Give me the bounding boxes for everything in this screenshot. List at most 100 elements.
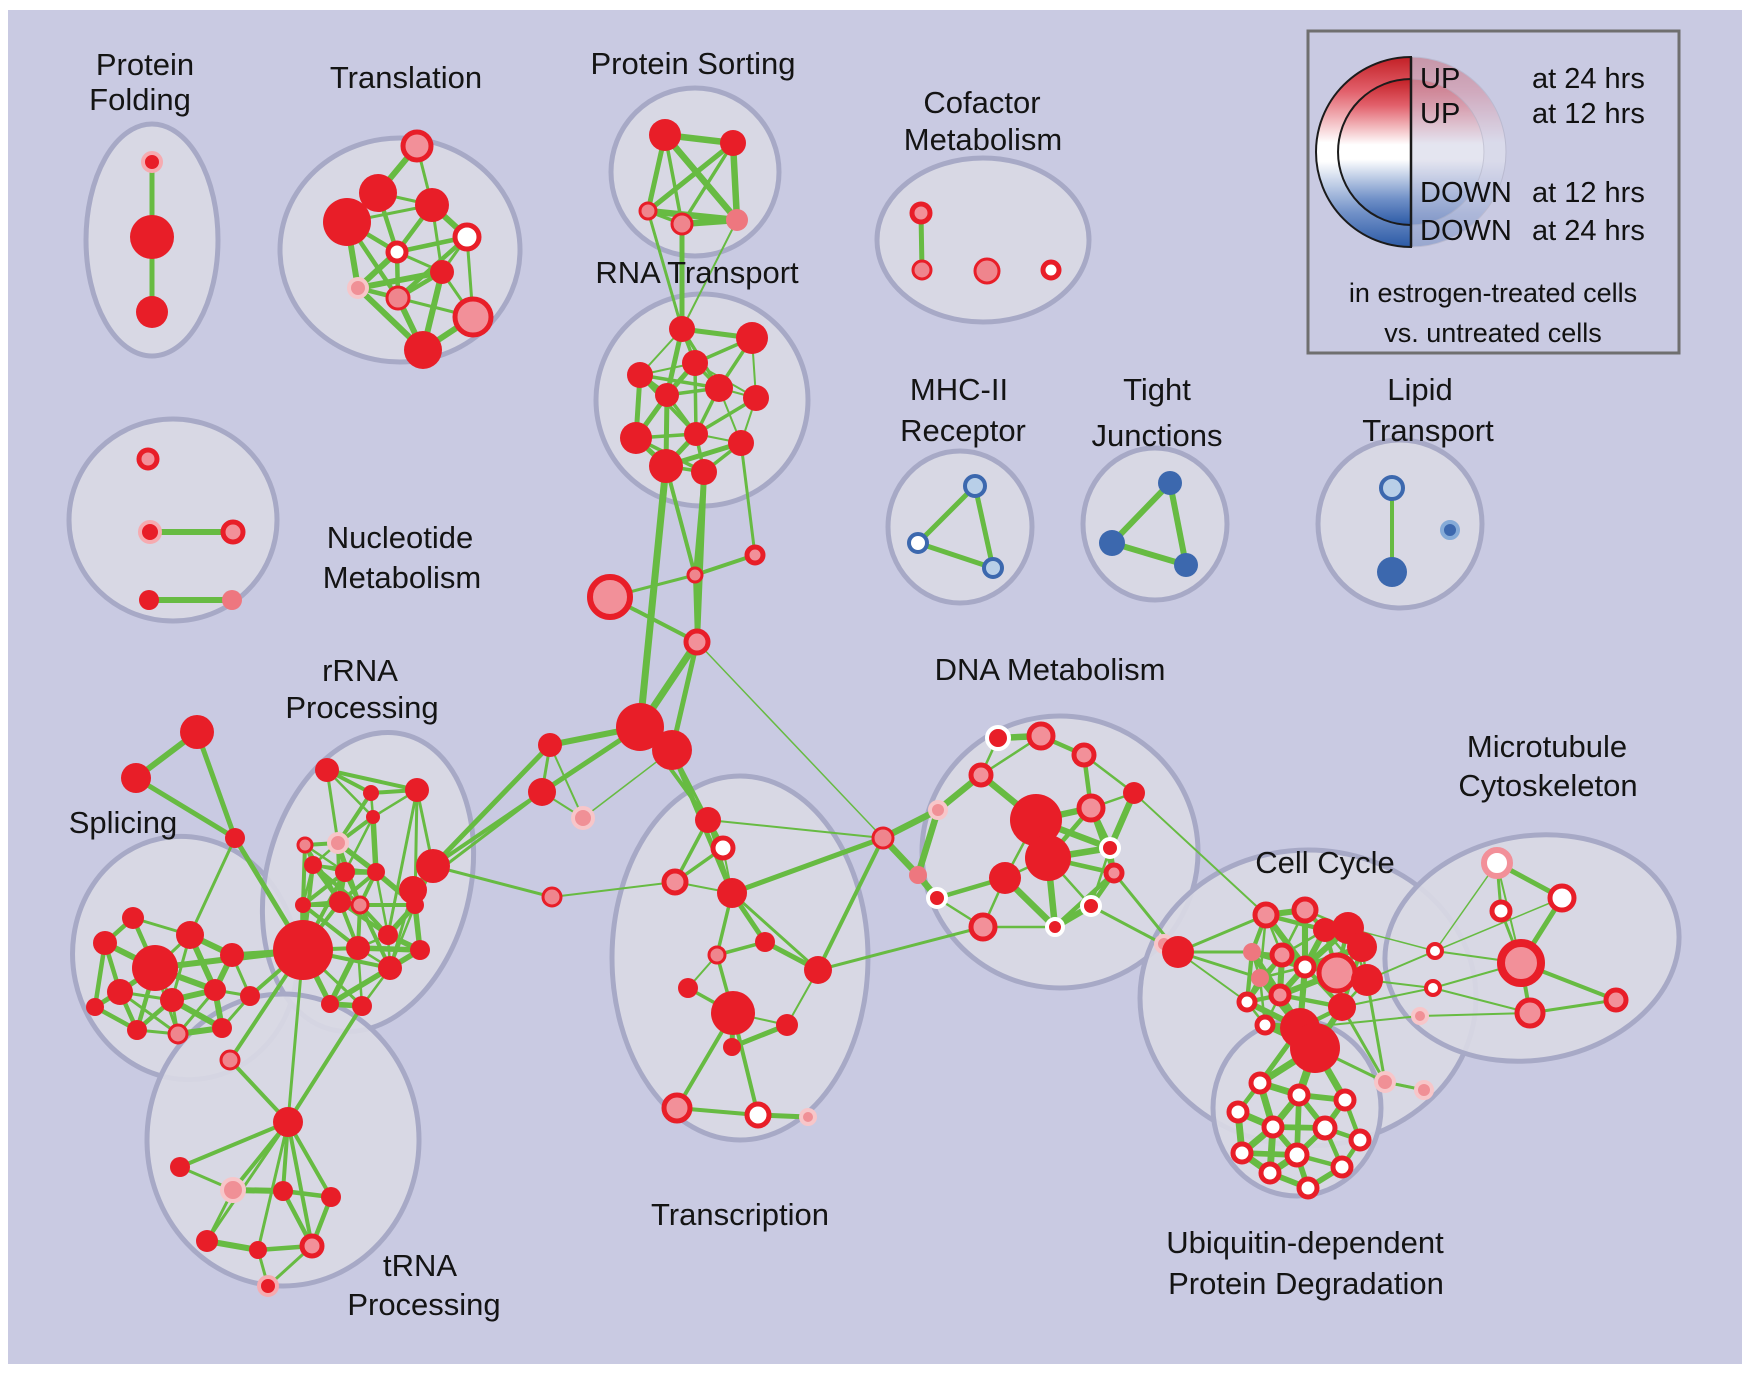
gene-node-transcription [711,991,755,1035]
gene-node-cell-cycle [1268,983,1292,1007]
backbone-edge [549,744,584,819]
gene-node-rna-transport [728,430,754,456]
backbone-edge [431,864,554,899]
cluster-label-protein-folding: Folding [89,82,191,117]
gene-node-dna-metabolism [1103,862,1125,884]
gene-node-splicing [160,988,184,1012]
gene-node-cofactor-metabolism [911,259,933,281]
gene-node-transcription [661,868,689,896]
cluster-label-ubiquitin-degradation: Ubiquitin-dependent [1166,1225,1444,1260]
cluster-ellipse-mhc-ii-receptor [885,448,1035,606]
gene-node-lipid-transport [1440,520,1460,540]
gene-node-dna-metabolism [1026,721,1056,751]
gene-node-transcription [661,1092,693,1124]
gene-node-splicing [204,979,226,1001]
gene-node-cell-cycle [1254,1014,1276,1036]
cluster-label-dna-metabolism: DNA Metabolism [935,652,1166,687]
gene-node-transcription [755,932,775,952]
gene-node-rrna-processing [378,956,402,980]
gene-node-cell-cycle [1313,918,1337,942]
gene-node-tight-junctions [1158,471,1182,495]
gene-node-ubiquitin-degradation [1248,1071,1272,1095]
mhc-ii-receptor-edge [915,483,978,546]
gene-node-rrna-processing [350,895,370,915]
gene-node-backbone [528,778,556,806]
gene-node-protein-folding [136,296,168,328]
protein-sorting-edge [645,140,736,214]
gene-node-ubiquitin-degradation [1296,1176,1320,1200]
gene-node-ubiquitin-degradation [1348,1128,1372,1152]
inter-cluster-edge [286,1004,364,1124]
rrna-processing-edge [301,843,307,907]
cluster-ellipse-tight-junctions [1080,445,1230,603]
legend-direction-1: UP [1420,98,1460,130]
gene-node-transcription [717,878,747,908]
gene-node-translation [404,331,442,369]
legend: UP at 24 hrs UP at 12 hrs DOWN at 12 hrs DOWN a… [1306,29,1681,355]
gene-node-rrna-processing [296,836,314,854]
legend-time-2: at 12 hrs [1532,177,1645,209]
rrna-processing-edge [311,863,362,907]
gene-node-transcription [804,956,832,984]
gene-node-mhc-ii-receptor [907,532,929,554]
gene-node-cell-cycle [1252,901,1280,929]
gene-node-translation [452,296,494,338]
cluster-label-transcription: Transcription [651,1197,829,1232]
inter-cluster-edge [696,641,884,839]
mhc-ii-receptor-edge [915,540,996,571]
cluster-label-rna-transport: RNA Transport [595,255,799,290]
cluster-label-cell-cycle: Cell Cycle [1255,845,1395,880]
microtubule-cytoskeleton-edge [1419,1012,1531,1017]
cluster-label-protein-sorting: Protein Sorting [590,46,795,81]
gene-node-trna-processing [170,1157,190,1177]
translation-edge [355,269,445,291]
gene-node-cell-cycle [1316,952,1358,994]
backbone-edge [693,553,757,577]
cluster-label-mhc-ii-receptor: MHC-II [910,372,1008,407]
gene-node-splicing [93,931,117,955]
cluster-label-ubiquitin-degradation: Protein Degradation [1168,1266,1444,1301]
legend-direction-0: UP [1420,63,1460,95]
gene-node-splicing [132,945,178,991]
cluster-ellipse-lipid-transport [1315,437,1485,611]
gene-node-dna-metabolism [909,866,927,884]
gene-node-backbone [538,733,562,757]
gene-node-dna-metabolism [985,725,1011,751]
gene-node-cell-cycle [1351,964,1383,996]
gene-node-dna-metabolism [871,826,895,850]
gene-node-nucleotide-metabolism [220,519,246,545]
gene-node-rna-transport [620,422,652,454]
gene-node-dna-metabolism [1162,936,1194,968]
gene-node-splicing [127,1020,147,1040]
gene-node-splicing [121,763,151,793]
gene-node-dna-metabolism [1123,782,1145,804]
gene-node-splicing [86,998,104,1016]
gene-node-cell-cycle [1293,955,1317,979]
gene-node-ubiquitin-degradation [1312,1115,1338,1141]
gene-node-protein-sorting [720,130,746,156]
dna-metabolism-edge [914,806,942,879]
inter-cluster-edge [551,881,676,898]
gene-node-ubiquitin-degradation [1261,1115,1285,1139]
gene-node-rna-transport [684,422,708,446]
gene-node-rna-transport [736,322,768,354]
gene-node-trna-processing [273,1107,303,1137]
tight-junctions-edge [1109,480,1173,546]
inter-cluster-edge [707,819,884,839]
gene-node-rna-transport [655,383,679,407]
gene-node-splicing [220,943,244,967]
gene-node-backbone [587,574,633,620]
legend-time-0: at 24 hrs [1532,63,1645,95]
gene-node-rna-transport [682,350,708,376]
gene-node-cofactor-metabolism [973,257,1001,285]
legend-time-3: at 24 hrs [1532,215,1645,247]
rrna-processing-edge [325,768,419,792]
network-nodes [86,119,1629,1297]
gene-node-rna-transport [705,374,733,402]
gene-node-cell-cycle [1328,993,1356,1021]
gene-node-rrna-processing [410,940,430,960]
microtubule-cytoskeleton-edge [1434,897,1563,952]
gene-node-transcription [695,807,721,833]
gene-node-rna-transport [669,316,695,342]
